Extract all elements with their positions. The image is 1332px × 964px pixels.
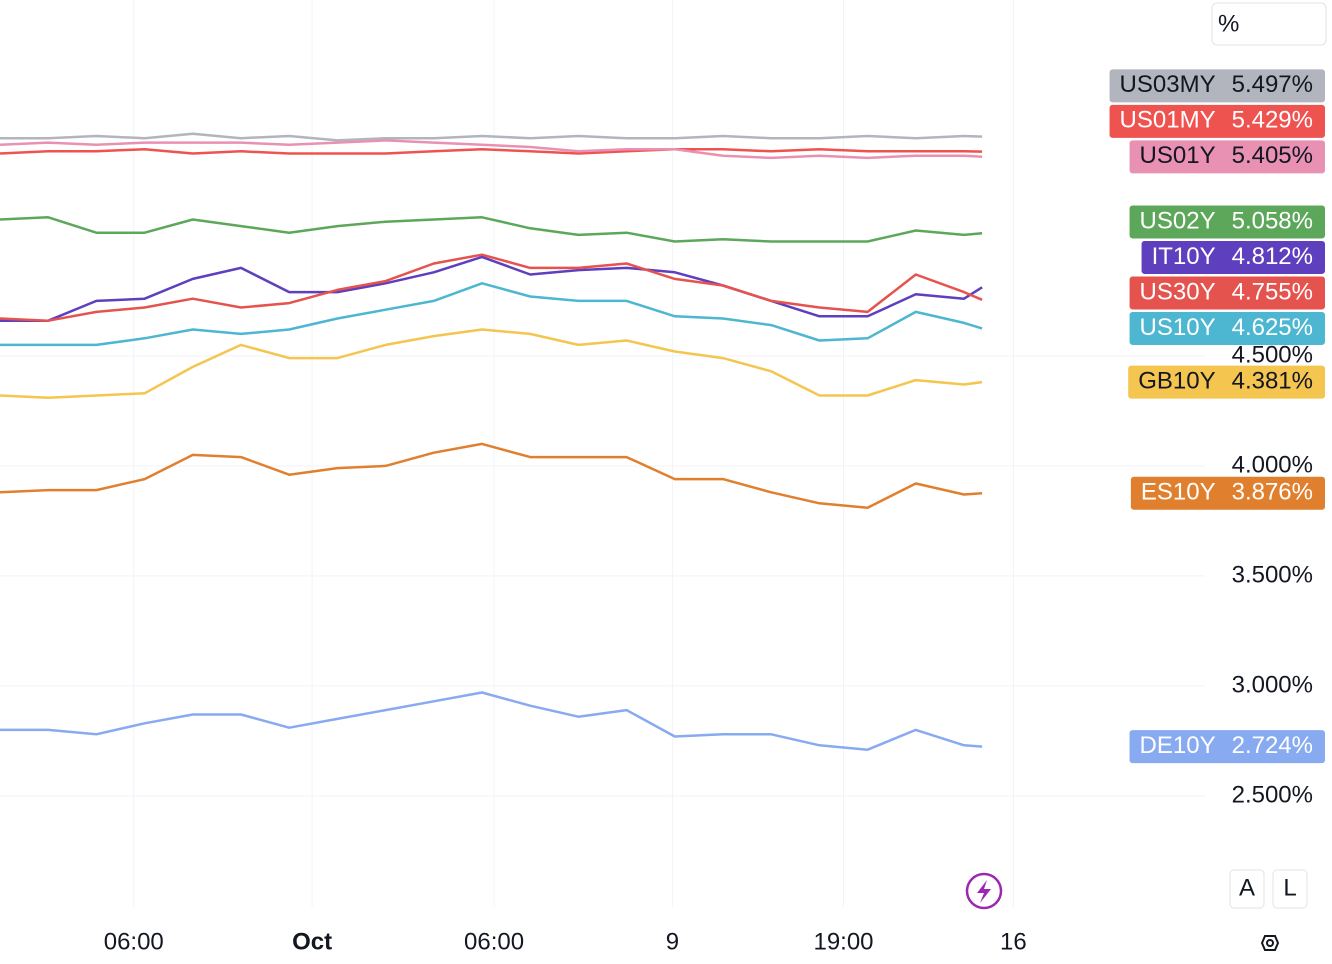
value-label: 4.625%	[1232, 314, 1313, 341]
y-tick-label: 3.000%	[1232, 671, 1313, 698]
x-tick-label: 9	[666, 928, 679, 955]
badge-bg	[1128, 365, 1325, 399]
scale-button[interactable]	[1272, 869, 1308, 909]
badge-bg	[1129, 730, 1325, 764]
value-label: 2.724%	[1232, 732, 1313, 759]
series-line	[0, 216, 983, 243]
badge-bg	[1129, 311, 1325, 345]
value-label: 4.381%	[1232, 367, 1313, 394]
badge-bg	[1141, 240, 1325, 274]
x-tick-label: Oct	[292, 928, 332, 955]
y-tick-label: 2.500%	[1232, 781, 1313, 808]
legend-label: GB10Y	[1138, 367, 1215, 394]
legend-label: DE10Y	[1140, 732, 1216, 759]
series-line	[0, 328, 983, 399]
value-label: 3.876%	[1232, 479, 1313, 506]
scale-button-label: A	[1239, 874, 1255, 901]
settings-icon[interactable]	[1260, 935, 1280, 951]
series-line	[0, 253, 983, 322]
legend-label: US01Y	[1140, 142, 1216, 169]
legend-label: US03MY	[1120, 71, 1216, 98]
legend-label: US10Y	[1140, 314, 1216, 341]
value-label: 5.429%	[1232, 107, 1313, 134]
badge-bg	[1129, 140, 1325, 174]
badge-bg	[1129, 205, 1325, 239]
value-label: 4.755%	[1232, 278, 1313, 305]
series-line	[0, 442, 983, 509]
price-badge: DE10Y 2.724%	[1129, 730, 1325, 764]
legend-label: US01MY	[1120, 107, 1216, 134]
legend-label: IT10Y	[1152, 243, 1216, 270]
scale-button-label: L	[1283, 874, 1296, 901]
price-badge: US02Y 5.058%	[1129, 205, 1325, 239]
y-tick-label: 4.000%	[1232, 451, 1313, 478]
grid	[0, 0, 1205, 907]
unit-label: %	[1218, 10, 1239, 37]
unit-box[interactable]	[1211, 2, 1327, 46]
legend-label: ES10Y	[1141, 479, 1216, 506]
lightning-icon[interactable]	[965, 872, 1003, 910]
series-line	[0, 282, 983, 347]
scale-button[interactable]	[1229, 869, 1265, 909]
legend-label: US30Y	[1140, 278, 1216, 305]
badge-bg	[1129, 276, 1325, 310]
price-badge: US01MY 5.429%	[1109, 104, 1325, 138]
price-badge: US01Y 5.405%	[1129, 140, 1325, 174]
series-line	[0, 255, 983, 322]
badge-bg	[1109, 69, 1325, 103]
price-badge: ES10Y 3.876%	[1130, 476, 1325, 510]
value-label: 5.058%	[1232, 207, 1313, 234]
badge-bg	[1109, 104, 1325, 138]
y-tick-label: 4.500%	[1232, 341, 1313, 368]
badge-bg	[1130, 476, 1325, 510]
x-tick-label: 06:00	[464, 928, 524, 955]
series-line	[0, 139, 983, 160]
price-badge: US03MY 5.497%	[1109, 69, 1325, 103]
price-badge: IT10Y 4.812%	[1141, 240, 1325, 274]
legend-label: US02Y	[1140, 207, 1216, 234]
x-tick-label: 06:00	[104, 928, 164, 955]
x-tick-label: 19:00	[813, 928, 873, 955]
series-line	[0, 132, 983, 142]
price-badge: US10Y 4.625%	[1129, 311, 1325, 345]
value-label: 5.405%	[1232, 142, 1313, 169]
value-label: 4.812%	[1232, 243, 1313, 270]
series-line	[0, 147, 983, 155]
series-line	[0, 691, 983, 751]
price-badge: US30Y 4.755%	[1129, 276, 1325, 310]
y-tick-label: 3.500%	[1232, 561, 1313, 588]
price-badge: GB10Y 4.381%	[1128, 365, 1325, 399]
x-tick-label: 16	[1000, 928, 1027, 955]
value-label: 5.497%	[1232, 71, 1313, 98]
